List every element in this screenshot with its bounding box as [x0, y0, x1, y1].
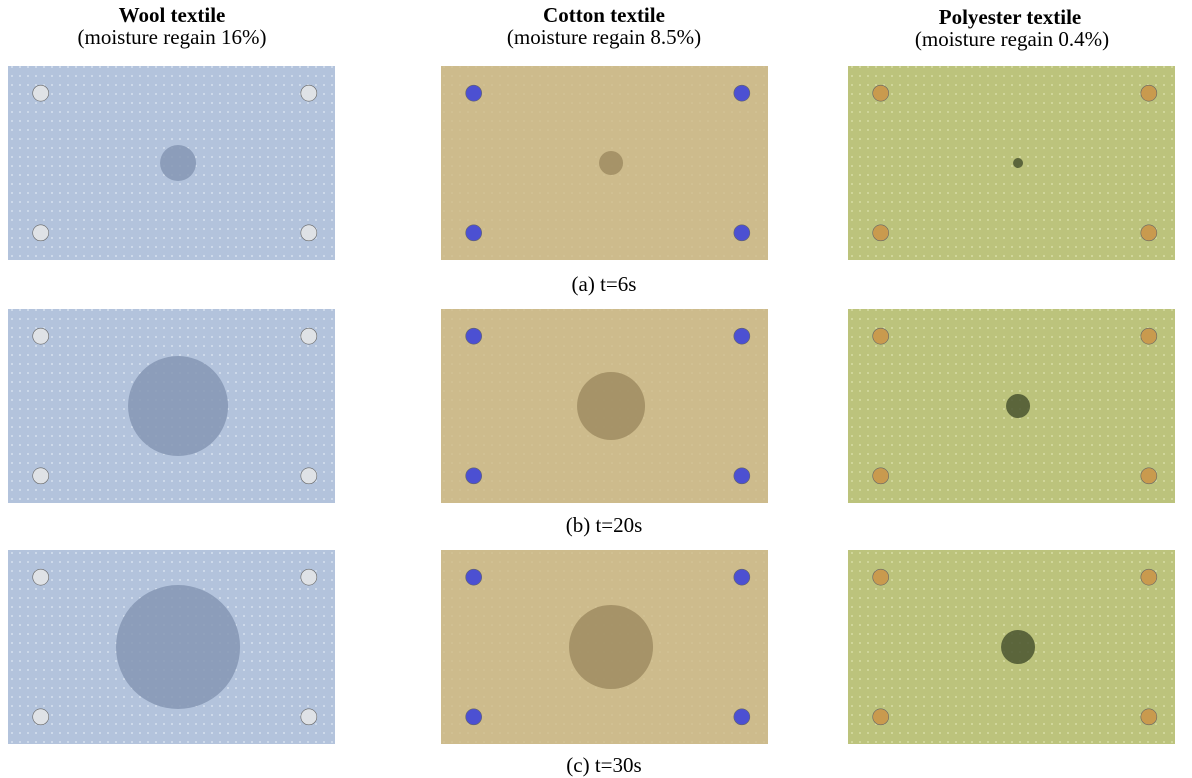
- moisture-spot: [116, 585, 240, 709]
- moisture-spot: [128, 356, 228, 456]
- pin: [466, 85, 482, 101]
- column-subtitle: (moisture regain 16%): [78, 25, 267, 49]
- pin: [33, 85, 49, 101]
- fabric-texture: [848, 66, 1175, 260]
- pin: [301, 569, 317, 585]
- pin: [466, 328, 482, 344]
- pin: [301, 328, 317, 344]
- pin: [873, 225, 889, 241]
- moisture-spot: [1013, 158, 1023, 168]
- moisture-spot: [569, 605, 653, 689]
- moisture-spot: [1006, 394, 1030, 418]
- row-caption: (b) t=20s: [566, 513, 643, 537]
- pin: [873, 468, 889, 484]
- photo-grid: [8, 66, 1175, 744]
- pin: [873, 328, 889, 344]
- pin: [301, 709, 317, 725]
- pin: [734, 225, 750, 241]
- pin: [1141, 569, 1157, 585]
- column-title: Polyester textile: [939, 5, 1081, 29]
- pin: [1141, 225, 1157, 241]
- pin: [33, 569, 49, 585]
- pin: [734, 468, 750, 484]
- moisture-spot: [599, 151, 623, 175]
- pin: [873, 85, 889, 101]
- pin: [734, 328, 750, 344]
- pin: [466, 569, 482, 585]
- moisture-spot: [160, 145, 196, 181]
- column-title: Cotton textile: [543, 3, 665, 27]
- pin: [466, 468, 482, 484]
- pin: [873, 709, 889, 725]
- row-caption: (c) t=30s: [566, 753, 641, 777]
- pin: [1141, 468, 1157, 484]
- pin: [33, 468, 49, 484]
- pin: [33, 328, 49, 344]
- moisture-spot: [577, 372, 645, 440]
- moisture-spot: [1001, 630, 1035, 664]
- pin: [301, 225, 317, 241]
- pin: [1141, 709, 1157, 725]
- row-caption: (a) t=6s: [572, 272, 637, 296]
- pin: [734, 85, 750, 101]
- pin: [466, 709, 482, 725]
- pin: [466, 225, 482, 241]
- pin: [734, 709, 750, 725]
- column-title: Wool textile: [119, 3, 226, 27]
- column-subtitle: (moisture regain 8.5%): [507, 25, 701, 49]
- figure: Wool textile (moisture regain 16%) Cotto…: [0, 0, 1192, 778]
- pin: [873, 569, 889, 585]
- pin: [1141, 85, 1157, 101]
- pin: [734, 569, 750, 585]
- pin: [301, 468, 317, 484]
- pin: [33, 225, 49, 241]
- pin: [1141, 328, 1157, 344]
- pin: [33, 709, 49, 725]
- pin: [301, 85, 317, 101]
- column-subtitle: (moisture regain 0.4%): [915, 27, 1109, 51]
